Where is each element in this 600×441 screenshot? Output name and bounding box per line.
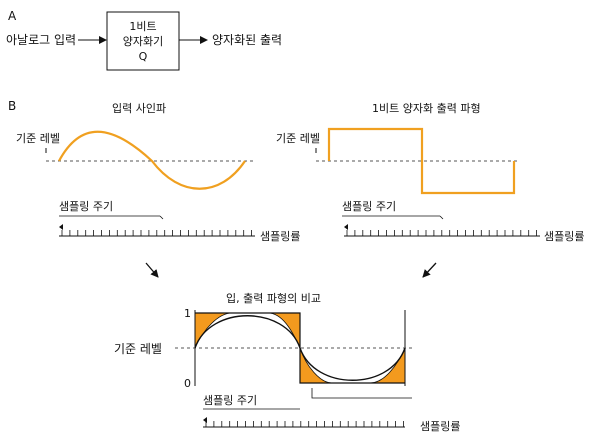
compare-sine-wave	[194, 315, 406, 381]
quantizer-box-line2: 양자화기	[123, 35, 163, 48]
right-sampling-rate-label: 샘플링률	[544, 230, 584, 243]
comparison-title: 입, 출력 파형의 비교	[226, 292, 321, 305]
left-reference-level-label: 기준 레벨	[16, 132, 60, 145]
right-to-compare-arrow	[422, 262, 437, 278]
section-a-label: A	[8, 9, 17, 23]
right-sampling-period-pointer-tail	[439, 215, 444, 220]
analog-input-label: 아날로그 입력	[6, 33, 76, 47]
input-sine-title: 입력 사인파	[112, 102, 166, 115]
right-reference-level-label: 기준 레벨	[276, 132, 320, 145]
right-sampling-pointer-head	[344, 224, 348, 230]
quantizer-box-line3: Q	[139, 50, 148, 63]
compare-sampling-rate-label: 샘플링률	[420, 420, 460, 433]
quantized-output-label: 양자화된 출력	[212, 33, 282, 47]
left-to-compare-arrow	[145, 262, 159, 278]
left-sampling-period-pointer-tail	[159, 215, 164, 220]
left-sampling-period-label: 샘플링 주기	[59, 200, 113, 213]
level-one-label: 1	[184, 307, 191, 320]
level-zero-label: 0	[184, 377, 191, 390]
compare-sampling-ticks	[205, 421, 404, 427]
right-sampling-period-label: 샘플링 주기	[342, 200, 396, 213]
quantized-square-wave	[327, 127, 516, 195]
quantized-output-title: 1비트 양자화 출력 파형	[372, 102, 481, 115]
compare-sampling-period-label: 샘플링 주기	[203, 394, 257, 407]
input-sine-wave	[58, 130, 246, 190]
compare-pointer-bracket	[311, 388, 412, 399]
right-sampling-ticks	[346, 230, 537, 236]
quantizer-box	[106, 11, 180, 71]
right-sampling-axis	[344, 230, 540, 237]
left-sampling-ticks	[61, 230, 253, 236]
error-region-2	[267, 312, 301, 349]
left-sampling-rate-label: 샘플링률	[260, 230, 300, 243]
left-sampling-pointer-head	[59, 224, 63, 230]
quantizer-box-line1: 1비트	[129, 20, 156, 33]
error-region-3	[299, 347, 333, 384]
error-region-4	[369, 347, 406, 384]
compare-reference-level-label: 기준 레벨	[114, 342, 162, 356]
section-b-label: B	[8, 99, 16, 113]
compare-sampling-axis	[203, 421, 405, 428]
left-sampling-axis	[59, 230, 255, 237]
